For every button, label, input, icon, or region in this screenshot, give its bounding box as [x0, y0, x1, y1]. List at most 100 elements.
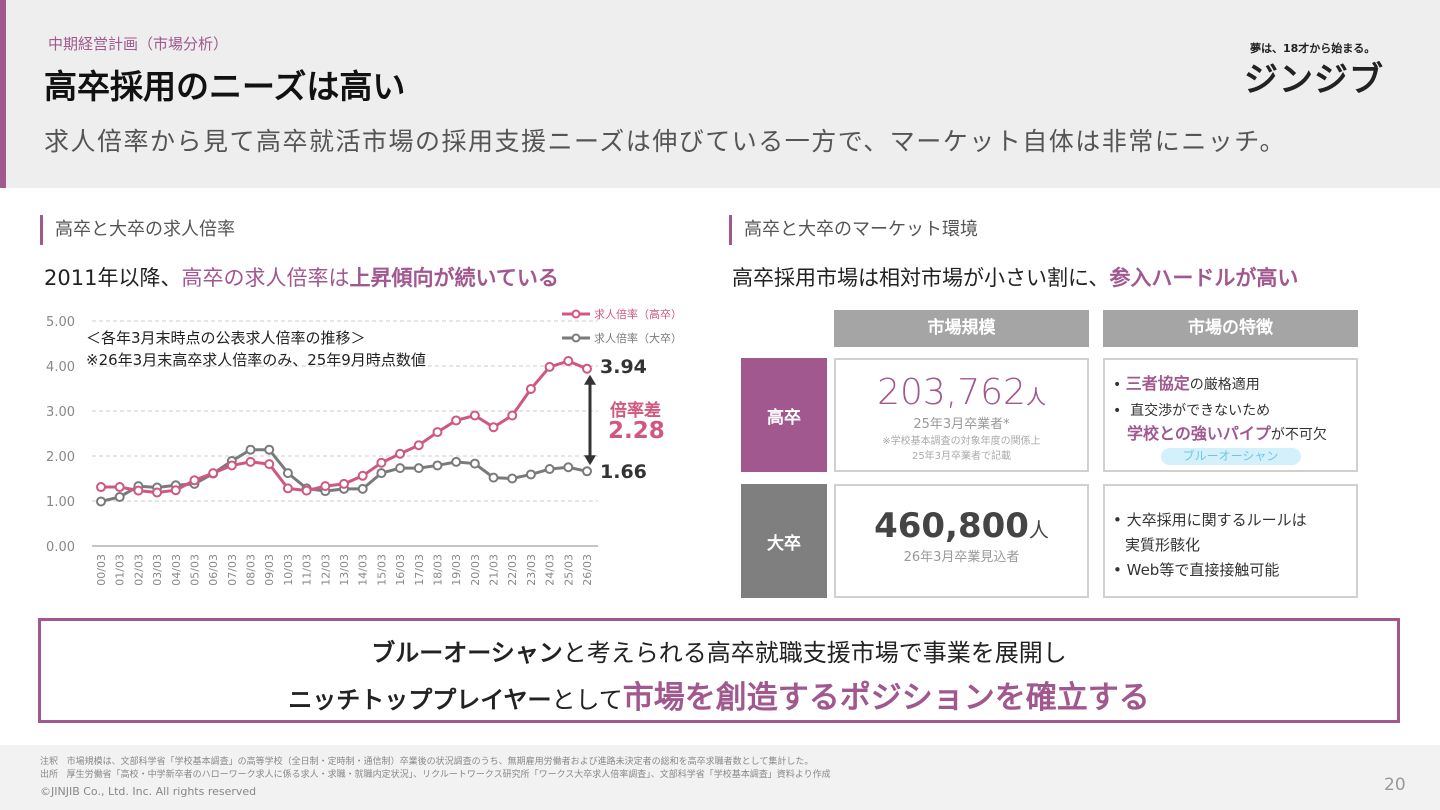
market-size-number: 460,800 [874, 506, 1029, 546]
x-tick-label: 21/03 [488, 554, 501, 586]
cell-high-school-size: 203,762人 25年3月卒業者* ※学校基本調査の対象年度の関係上 25年3… [834, 358, 1089, 472]
footnote-text: 市場規模は、文部科学省「学校基本調査」の高等学校（全日制・定時制・通信制）卒業後… [66, 757, 814, 767]
x-tick-label: 19/03 [450, 554, 463, 586]
source-label: 出所 [40, 770, 59, 780]
conclusion-box: ブルーオーシャンと考えられる高卒就職支援市場で事業を展開し ニッチトッププレイヤ… [38, 618, 1400, 723]
logo: ジンジブ [1244, 60, 1384, 100]
feature-bold: 学校との強いパイプ [1127, 424, 1271, 443]
arrow-head-down [584, 455, 596, 466]
x-tick-label: 11/03 [301, 554, 314, 586]
data-point [582, 466, 592, 477]
feature-text: Web等で直接接触可能 [1126, 561, 1280, 579]
lead-bold: 上昇傾向が続いている [349, 266, 559, 290]
lead-bold: 参入ハードルが高い [1109, 266, 1299, 290]
footnote-label: 注釈 [40, 757, 59, 767]
data-point [170, 485, 181, 496]
diff-label: 倍率差 [610, 401, 661, 421]
data-point [544, 464, 555, 475]
data-point [451, 456, 462, 467]
data-point [507, 410, 518, 421]
data-point [245, 456, 256, 467]
conclusion-bold: ブルーオーシャン [371, 639, 563, 667]
data-point [264, 459, 275, 470]
feature-item: • Web等で直接接触可能 [1113, 561, 1280, 579]
data-point [451, 415, 462, 426]
cell-university-features: • 大卒採用に関するルールは 実質形骸化 • Web等で直接接触可能 [1103, 484, 1358, 598]
market-size-note: 25年3月卒業者で記載 [911, 451, 1012, 462]
high-value-label: 3.94 [600, 356, 647, 378]
x-tick-label: 08/03 [245, 554, 258, 586]
header [0, 0, 1440, 188]
data-point [582, 363, 592, 374]
data-point [469, 410, 480, 421]
cell-high-school-features: • 三者協定の厳格適用 • 直交渉ができないため 学校との強いパイプが不可欠 ブ… [1103, 358, 1358, 472]
data-point [339, 478, 349, 489]
x-tick-label: 07/03 [226, 554, 239, 586]
data-point [152, 487, 163, 498]
data-point [357, 470, 368, 481]
data-point [133, 485, 144, 496]
data-point [301, 485, 312, 496]
legend-label: 求人倍率（高卒） [594, 307, 682, 321]
col-header-market-size: 市場規模 [834, 310, 1089, 347]
low-value-label: 1.66 [600, 461, 647, 483]
source-text: 厚生労働省「高校・中学新卒者のハローワーク求人に係る求人・求職・就職内定状況」、… [66, 770, 831, 780]
row-label-high-school: 高卒 [741, 358, 827, 472]
data-point [226, 460, 237, 471]
accent-bar [0, 0, 6, 188]
chart-notes: ＜各年3月末時点の公表求人倍率の推移＞ ※26年3月末高卒求人倍率のみ、25年9… [86, 327, 426, 371]
conclusion-text: として [551, 686, 623, 714]
x-tick-label: 06/03 [207, 554, 220, 586]
x-tick-label: 14/03 [357, 554, 370, 586]
data-point [376, 457, 387, 468]
data-point [563, 462, 574, 473]
right-lead: 高卒採用市場は相対市場が小さい割に、参入ハードルが高い [732, 262, 1298, 292]
market-size-sub: 25年3月卒業者* [913, 417, 1010, 432]
data-point [395, 448, 406, 459]
left-lead: 2011年以降、高卒の求人倍率は上昇傾向が続いている [44, 262, 559, 292]
data-point [114, 482, 125, 493]
x-tick-label: 02/03 [132, 554, 145, 586]
x-tick-label: 03/03 [151, 554, 164, 586]
series-line [101, 359, 588, 494]
x-tick-label: 15/03 [375, 554, 388, 586]
legend-marker [571, 333, 581, 343]
footnote: 注釈 市場規模は、文部科学省「学校基本調査」の高等学校（全日制・定時制・通信制）… [40, 754, 813, 767]
kicker: 中期経営計画（市場分析） [48, 35, 229, 53]
x-tick-label: 10/03 [282, 554, 295, 586]
feature-text: 大卒採用に関するルールは [1126, 511, 1307, 529]
x-tick-label: 09/03 [263, 554, 276, 586]
feature-item: • 大卒採用に関するルールは [1113, 511, 1307, 529]
diff-value: 2.28 [608, 418, 665, 444]
y-tick-label: 0.00 [46, 540, 75, 555]
x-tick-label: 22/03 [506, 554, 519, 586]
feature-text: 直交渉ができないため [1130, 403, 1271, 419]
data-point [413, 440, 424, 451]
data-point [282, 483, 293, 494]
row-label-university: 大卒 [741, 484, 827, 598]
market-size-note: ※学校基本調査の対象年度の関係上 [882, 436, 1041, 447]
data-point [432, 427, 443, 438]
chart-note-1: ＜各年3月末時点の公表求人倍率の推移＞ [86, 329, 366, 347]
data-point [563, 356, 574, 367]
y-tick-label: 1.00 [46, 495, 75, 510]
x-tick-label: 05/03 [188, 554, 201, 586]
unit: 人 [1025, 385, 1046, 409]
line-chart: 0.00 1.00 2.00 3.00 4.00 5.00 00/03 01/03 02/03 0… [46, 307, 682, 586]
data-point [96, 496, 106, 507]
chart-note-2: ※26年3月末高卒求人倍率のみ、25年9月時点数値 [86, 351, 426, 369]
arrow-head-up [584, 374, 596, 385]
x-tick-label: 18/03 [431, 554, 444, 586]
data-point [413, 463, 424, 474]
x-tick-label: 20/03 [469, 554, 482, 586]
data-point [320, 481, 331, 492]
data-point [432, 460, 443, 471]
feature-text: が不可欠 [1270, 427, 1327, 443]
unit: 人 [1028, 518, 1049, 542]
x-tick-label: 16/03 [394, 554, 407, 586]
data-point [264, 444, 275, 455]
data-point [469, 458, 480, 469]
footer: 注釈 市場規模は、文部科学省「学校基本調査」の高等学校（全日制・定時制・通信制）… [0, 745, 1440, 810]
data-point [376, 468, 387, 479]
data-point [96, 482, 106, 493]
